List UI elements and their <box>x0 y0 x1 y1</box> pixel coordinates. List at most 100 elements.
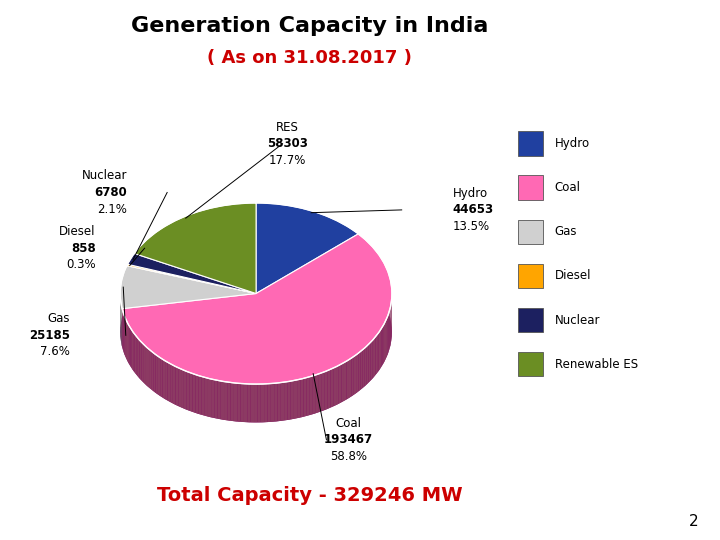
Text: ( As on 31.08.2017 ): ( As on 31.08.2017 ) <box>207 49 412 66</box>
Polygon shape <box>128 324 129 365</box>
Polygon shape <box>379 330 380 371</box>
Text: Hydro: Hydro <box>453 187 488 200</box>
Polygon shape <box>208 378 211 417</box>
Polygon shape <box>369 342 371 382</box>
Polygon shape <box>238 383 240 422</box>
Text: RES: RES <box>276 120 299 134</box>
Polygon shape <box>124 315 125 356</box>
Polygon shape <box>268 383 271 422</box>
Text: 0.3%: 0.3% <box>66 258 96 271</box>
Polygon shape <box>287 381 291 420</box>
Polygon shape <box>217 380 221 420</box>
Polygon shape <box>363 348 365 388</box>
Polygon shape <box>196 375 199 414</box>
Polygon shape <box>230 382 234 421</box>
Polygon shape <box>384 322 385 363</box>
Polygon shape <box>173 365 176 405</box>
Text: 7.6%: 7.6% <box>40 346 70 359</box>
Polygon shape <box>380 328 382 369</box>
Polygon shape <box>135 334 136 375</box>
Text: 2: 2 <box>689 514 698 529</box>
Polygon shape <box>127 253 256 294</box>
Polygon shape <box>224 382 228 420</box>
Polygon shape <box>215 380 217 419</box>
Polygon shape <box>176 367 179 406</box>
Text: Hydro: Hydro <box>554 137 590 150</box>
Text: Diesel: Diesel <box>554 269 591 282</box>
Polygon shape <box>374 336 376 377</box>
Polygon shape <box>244 384 247 422</box>
Text: 17.7%: 17.7% <box>269 154 306 167</box>
Text: Total Capacity - 329246 MW: Total Capacity - 329246 MW <box>157 486 462 505</box>
Polygon shape <box>184 370 186 410</box>
Polygon shape <box>284 382 287 421</box>
Polygon shape <box>122 234 392 384</box>
Polygon shape <box>354 355 356 395</box>
Polygon shape <box>349 358 351 398</box>
Polygon shape <box>141 342 143 382</box>
Polygon shape <box>312 375 316 414</box>
Polygon shape <box>186 372 189 411</box>
Polygon shape <box>221 381 224 420</box>
Polygon shape <box>385 320 386 361</box>
Polygon shape <box>257 384 261 422</box>
Polygon shape <box>274 383 277 422</box>
Polygon shape <box>386 318 387 359</box>
Text: 2.1%: 2.1% <box>97 202 127 215</box>
Polygon shape <box>228 382 230 421</box>
Polygon shape <box>261 384 264 422</box>
Polygon shape <box>281 382 284 421</box>
Polygon shape <box>325 370 328 410</box>
Polygon shape <box>199 376 202 415</box>
Polygon shape <box>138 338 140 379</box>
Polygon shape <box>189 373 193 412</box>
Bar <box>518 264 543 288</box>
Polygon shape <box>388 314 389 354</box>
Text: 6780: 6780 <box>94 186 127 199</box>
Polygon shape <box>330 368 333 408</box>
Text: Coal: Coal <box>336 417 361 430</box>
Polygon shape <box>126 320 127 360</box>
Polygon shape <box>251 384 254 422</box>
Bar <box>518 352 543 376</box>
Polygon shape <box>264 384 268 422</box>
Polygon shape <box>211 379 215 418</box>
Polygon shape <box>129 326 130 366</box>
Polygon shape <box>351 356 354 396</box>
Polygon shape <box>336 366 338 405</box>
Polygon shape <box>181 369 184 409</box>
Polygon shape <box>344 361 346 401</box>
Polygon shape <box>170 364 173 403</box>
Polygon shape <box>147 348 149 388</box>
Polygon shape <box>151 351 153 391</box>
Polygon shape <box>300 379 304 417</box>
Bar <box>518 131 543 156</box>
Polygon shape <box>240 383 244 422</box>
Text: 58.8%: 58.8% <box>330 450 367 463</box>
Bar <box>518 220 543 244</box>
Ellipse shape <box>120 241 392 422</box>
Polygon shape <box>341 362 344 402</box>
Text: 13.5%: 13.5% <box>453 220 490 233</box>
Polygon shape <box>291 381 294 420</box>
Polygon shape <box>136 336 138 376</box>
Polygon shape <box>130 328 132 368</box>
Polygon shape <box>163 359 165 399</box>
Polygon shape <box>359 352 361 392</box>
Polygon shape <box>319 373 322 412</box>
Polygon shape <box>193 374 196 413</box>
Polygon shape <box>322 372 325 411</box>
Polygon shape <box>134 203 256 294</box>
Polygon shape <box>156 354 158 394</box>
Polygon shape <box>297 379 300 418</box>
Polygon shape <box>158 356 161 396</box>
Bar <box>518 176 543 200</box>
Text: Gas: Gas <box>48 312 70 325</box>
Text: Gas: Gas <box>554 225 577 238</box>
Polygon shape <box>294 380 297 419</box>
Text: Diesel: Diesel <box>59 225 96 238</box>
Bar <box>518 308 543 332</box>
Text: Nuclear: Nuclear <box>554 314 600 327</box>
Text: Coal: Coal <box>554 181 581 194</box>
Polygon shape <box>247 384 251 422</box>
